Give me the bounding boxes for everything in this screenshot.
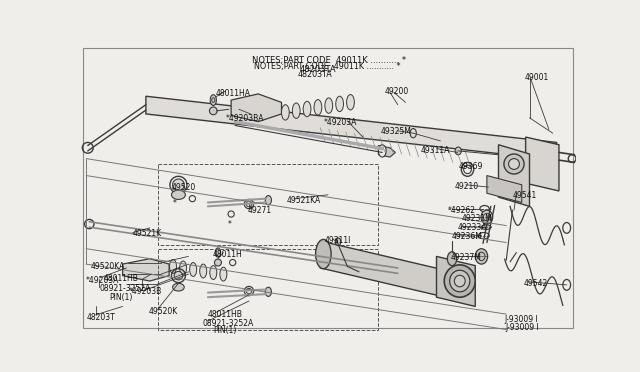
Polygon shape (525, 137, 559, 191)
Polygon shape (146, 96, 557, 160)
Text: 49311A: 49311A (421, 145, 451, 154)
Ellipse shape (265, 196, 271, 205)
Text: *49203A: *49203A (86, 276, 120, 285)
Ellipse shape (173, 283, 184, 291)
Ellipse shape (378, 145, 386, 157)
Ellipse shape (335, 238, 340, 246)
Text: NOTES;PART CODE  49011K ........... *: NOTES;PART CODE 49011K ........... * (254, 62, 401, 71)
Ellipse shape (504, 154, 524, 174)
Ellipse shape (314, 100, 322, 115)
Text: 49236M: 49236M (451, 232, 482, 241)
Text: *49203BA: *49203BA (226, 114, 264, 123)
Text: 48011HB: 48011HB (103, 274, 138, 283)
Ellipse shape (173, 179, 184, 190)
Ellipse shape (455, 147, 461, 155)
Ellipse shape (172, 190, 186, 199)
Text: 49542: 49542 (524, 279, 548, 289)
Text: 49233A: 49233A (458, 223, 487, 232)
Ellipse shape (336, 96, 344, 112)
Ellipse shape (220, 267, 227, 281)
Ellipse shape (481, 225, 491, 230)
Bar (157, 249, 378, 330)
Text: 49520KA: 49520KA (91, 262, 125, 271)
Text: 49369: 49369 (458, 163, 483, 171)
Ellipse shape (200, 264, 207, 278)
Text: NOTES;PART CODE  49011K ........... *: NOTES;PART CODE 49011K ........... * (252, 56, 406, 65)
Text: *49203B: *49203B (129, 287, 162, 296)
Text: 49210: 49210 (454, 183, 479, 192)
Ellipse shape (292, 103, 300, 118)
Text: 49200: 49200 (385, 87, 409, 96)
Text: 48203T: 48203T (86, 312, 115, 322)
Text: J-93009 I: J-93009 I (506, 323, 540, 332)
Polygon shape (487, 176, 522, 202)
Text: 48011H: 48011H (212, 250, 243, 259)
Text: 49237M: 49237M (451, 253, 481, 262)
Text: 49520: 49520 (172, 183, 196, 192)
Ellipse shape (454, 275, 465, 287)
Ellipse shape (450, 270, 470, 292)
Ellipse shape (325, 98, 333, 113)
Text: 49521KA: 49521KA (286, 196, 321, 205)
Polygon shape (320, 241, 452, 299)
Ellipse shape (347, 94, 355, 110)
Ellipse shape (210, 266, 217, 279)
Text: 08921-3252A: 08921-3252A (202, 319, 253, 328)
Text: PIN(1): PIN(1) (109, 294, 133, 302)
Text: 08921-3252A: 08921-3252A (99, 284, 150, 293)
Text: *49203A: *49203A (324, 118, 358, 127)
Text: 48203TA: 48203TA (298, 70, 333, 79)
Ellipse shape (215, 248, 221, 257)
Text: 48011HA: 48011HA (216, 89, 251, 97)
Ellipse shape (444, 265, 476, 297)
Bar (157, 164, 378, 245)
Ellipse shape (180, 261, 187, 275)
Ellipse shape (210, 95, 216, 106)
Ellipse shape (303, 101, 311, 117)
Ellipse shape (209, 107, 217, 115)
Polygon shape (123, 259, 169, 281)
Text: *: * (228, 220, 232, 229)
Text: J-93009 I: J-93009 I (505, 315, 538, 324)
Ellipse shape (214, 259, 221, 266)
Polygon shape (231, 94, 282, 122)
Text: PIN(1): PIN(1) (213, 327, 237, 336)
Ellipse shape (316, 240, 331, 269)
Text: 49231M: 49231M (461, 214, 492, 223)
Text: 49325M: 49325M (381, 127, 412, 136)
Text: 49271: 49271 (248, 206, 271, 215)
Text: *49262: *49262 (448, 206, 476, 215)
Polygon shape (499, 145, 529, 206)
Polygon shape (436, 256, 476, 307)
Ellipse shape (265, 287, 271, 296)
Ellipse shape (509, 158, 520, 169)
Text: 49521K: 49521K (132, 230, 162, 238)
Text: 49541: 49541 (513, 191, 537, 200)
Ellipse shape (212, 98, 215, 102)
Polygon shape (378, 145, 396, 157)
Ellipse shape (481, 210, 493, 224)
Text: 49311I: 49311I (325, 235, 351, 245)
Text: 48203TA: 48203TA (300, 65, 337, 74)
Text: *: * (172, 199, 176, 208)
Ellipse shape (282, 105, 289, 120)
Text: 48011HB: 48011HB (208, 310, 243, 319)
Ellipse shape (170, 259, 177, 273)
Ellipse shape (174, 272, 182, 280)
Text: 49001: 49001 (525, 73, 549, 82)
Ellipse shape (447, 252, 457, 266)
Text: 49520K: 49520K (148, 307, 177, 316)
Ellipse shape (189, 263, 196, 276)
Ellipse shape (476, 249, 488, 264)
